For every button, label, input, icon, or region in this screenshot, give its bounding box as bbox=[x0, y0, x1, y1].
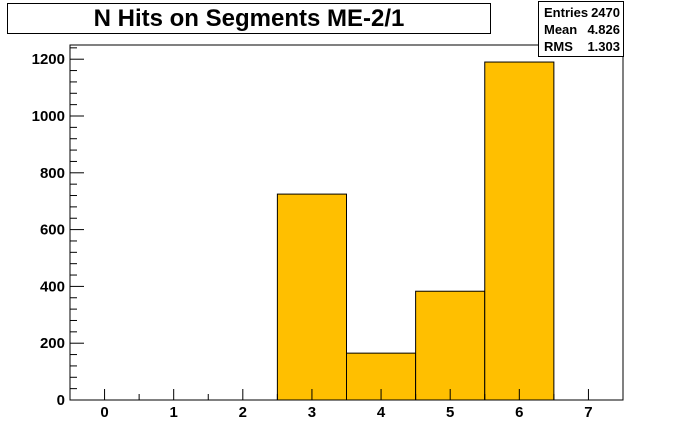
x-tick-label: 3 bbox=[308, 404, 316, 421]
y-tick-label: 200 bbox=[40, 335, 65, 352]
x-tick-label: 6 bbox=[515, 404, 523, 421]
stats-rms-value: 1.303 bbox=[587, 39, 620, 54]
y-tick-label: 1000 bbox=[32, 108, 65, 125]
chart-title-text: N Hits on Segments ME-2/1 bbox=[93, 4, 405, 32]
y-tick-label: 600 bbox=[40, 222, 65, 239]
stats-mean-row: Mean 4.826 bbox=[544, 21, 620, 38]
stats-box: Entries 2470 Mean 4.826 RMS 1.303 bbox=[538, 1, 624, 57]
chart-title: N Hits on Segments ME-2/1 bbox=[7, 3, 491, 34]
x-tick-label: 4 bbox=[377, 404, 386, 421]
stats-rms-label: RMS bbox=[544, 39, 573, 54]
x-axis: 0 1 2 3 4 5 6 7 bbox=[69, 389, 624, 421]
y-tick-label: 800 bbox=[40, 165, 65, 182]
histogram-bar-3 bbox=[276, 193, 347, 401]
y-tick-label: 0 bbox=[57, 392, 65, 409]
histogram-bars bbox=[276, 61, 555, 401]
stats-entries-label: Entries bbox=[544, 5, 589, 20]
histogram-bar-5 bbox=[415, 290, 486, 401]
stats-mean-value: 4.826 bbox=[587, 22, 620, 37]
y-axis: 0 200 400 600 800 1000 1200 bbox=[32, 47, 84, 409]
stats-mean-label: Mean bbox=[544, 22, 578, 37]
stats-entries-row: Entries 2470 bbox=[544, 4, 620, 21]
histogram-bar-6 bbox=[484, 61, 555, 401]
x-tick-label: 5 bbox=[446, 404, 454, 421]
stats-rms-row: RMS 1.303 bbox=[544, 38, 620, 55]
x-tick-label: 7 bbox=[584, 404, 592, 421]
x-tick-label: 1 bbox=[170, 404, 178, 421]
x-tick-label: 2 bbox=[239, 404, 247, 421]
stats-entries-value: 2470 bbox=[591, 5, 620, 20]
y-tick-label: 1200 bbox=[32, 51, 65, 68]
y-tick-label: 400 bbox=[40, 278, 65, 295]
x-tick-label: 0 bbox=[100, 404, 108, 421]
